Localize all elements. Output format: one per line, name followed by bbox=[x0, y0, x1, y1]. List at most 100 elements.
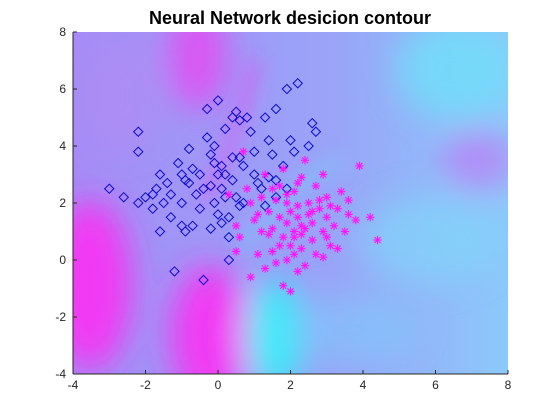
class-b-asterisk-point bbox=[271, 195, 281, 205]
class-b-asterisk-point bbox=[289, 187, 299, 196]
class-a-diamond-point bbox=[310, 126, 322, 138]
x-tick-label: 4 bbox=[360, 378, 367, 392]
class-b-asterisk-point bbox=[311, 250, 321, 259]
class-a-diamond-point bbox=[151, 183, 162, 195]
class-b-asterisk-point bbox=[311, 181, 321, 191]
y-tick-label: 2 bbox=[59, 196, 66, 210]
class-a-diamond-point bbox=[234, 115, 246, 126]
class-b-asterisk-point bbox=[246, 198, 255, 208]
class-b-asterisk-point bbox=[300, 261, 310, 270]
class-a-diamond-point bbox=[154, 226, 166, 237]
class-a-diamond-point bbox=[259, 112, 271, 123]
class-a-diamond-point bbox=[270, 174, 282, 186]
class-a-diamond-point bbox=[230, 191, 242, 203]
class-b-asterisk-point bbox=[293, 213, 302, 222]
class-b-asterisk-point bbox=[322, 213, 331, 222]
class-a-diamond-point bbox=[158, 197, 169, 209]
class-b-asterisk-point bbox=[286, 241, 295, 250]
class-b-asterisk-point bbox=[257, 193, 266, 202]
y-ticks: -4 -2 0 2 4 6 8 bbox=[55, 25, 77, 381]
class-a-diamond-point bbox=[219, 169, 231, 180]
class-b-asterisk-point bbox=[318, 227, 328, 236]
class-b-asterisk-point bbox=[289, 233, 299, 242]
class-a-diamond-point bbox=[205, 223, 217, 234]
class-b-asterisk-point bbox=[293, 178, 302, 188]
class-a-diamond-point bbox=[219, 123, 231, 135]
class-a-diamond-point bbox=[223, 231, 235, 243]
class-a-diamond-point bbox=[259, 200, 271, 212]
class-b-asterisk-point bbox=[308, 218, 317, 228]
y-tick-label: -4 bbox=[55, 367, 66, 381]
class-a-diamond-point bbox=[194, 203, 206, 215]
class-b-asterisk-point bbox=[300, 224, 310, 233]
class-a-diamond-point bbox=[234, 200, 246, 212]
class-a-diamond-point bbox=[212, 95, 224, 106]
class-a-diamond-point bbox=[248, 146, 260, 158]
class-a-diamond-point bbox=[190, 189, 202, 200]
class-b-asterisk-point bbox=[246, 272, 255, 282]
class-a-diamond-point bbox=[227, 152, 238, 163]
class-b-asterisk-point bbox=[253, 250, 263, 259]
class-b-asterisk-point bbox=[308, 235, 317, 245]
y-tick-label: 8 bbox=[59, 25, 66, 39]
class-a-diamond-point bbox=[212, 209, 224, 220]
class-a-diamond-point bbox=[238, 197, 249, 209]
scatter-markers bbox=[103, 77, 382, 296]
class-a-diamond-point bbox=[209, 157, 220, 169]
class-a-diamond-point bbox=[205, 180, 217, 192]
class-b-asterisk-point bbox=[300, 156, 310, 165]
class-b-asterisk-point bbox=[337, 187, 346, 196]
y-tick-label: 4 bbox=[59, 139, 66, 153]
class-b-asterisk-point bbox=[326, 241, 335, 250]
class-a-diamond-point bbox=[212, 169, 224, 180]
class-b-asterisk-point bbox=[279, 281, 288, 290]
class-b-asterisk-point bbox=[333, 204, 342, 213]
class-b-asterisk-point bbox=[293, 267, 302, 276]
class-a-diamond-point bbox=[223, 254, 235, 266]
y-tick-label: 0 bbox=[59, 253, 66, 267]
class-a-diamond-point bbox=[183, 177, 195, 189]
class-a-diamond-point bbox=[238, 160, 249, 172]
class-a-diamond-point bbox=[303, 140, 314, 152]
class-b-asterisk-point bbox=[297, 173, 306, 182]
x-tick-label: 8 bbox=[505, 378, 512, 392]
contour-background bbox=[73, 32, 508, 374]
class-b-asterisk-point bbox=[231, 221, 241, 230]
class-b-asterisk-point bbox=[322, 193, 331, 202]
class-a-diamond-point bbox=[241, 112, 253, 123]
class-b-asterisk-point bbox=[286, 287, 295, 296]
class-b-asterisk-point bbox=[239, 147, 248, 156]
x-tick-label: 6 bbox=[432, 378, 439, 392]
class-a-diamond-point bbox=[230, 106, 242, 118]
class-a-diamond-point bbox=[288, 146, 300, 158]
class-b-asterisk-point bbox=[279, 233, 288, 242]
class-a-diamond-point bbox=[187, 220, 198, 232]
class-b-asterisk-point bbox=[351, 215, 360, 225]
class-b-asterisk-point bbox=[253, 210, 263, 219]
class-b-asterisk-point bbox=[355, 161, 364, 171]
class-b-asterisk-point bbox=[315, 204, 324, 213]
class-b-asterisk-point bbox=[326, 201, 335, 211]
class-b-asterisk-point bbox=[304, 198, 313, 208]
class-a-diamond-point bbox=[267, 149, 278, 160]
class-a-diamond-point bbox=[209, 197, 220, 209]
x-tick-label: -2 bbox=[140, 378, 151, 392]
class-b-asterisk-point bbox=[293, 201, 302, 211]
class-a-diamond-point bbox=[245, 126, 256, 138]
class-b-asterisk-point bbox=[318, 170, 328, 179]
class-b-asterisk-point bbox=[318, 252, 328, 262]
class-a-diamond-point bbox=[165, 189, 177, 200]
class-b-asterisk-point bbox=[282, 255, 292, 265]
class-a-diamond-point bbox=[172, 157, 184, 169]
class-a-diamond-point bbox=[140, 191, 151, 203]
class-b-asterisk-point bbox=[344, 210, 353, 219]
class-a-diamond-point bbox=[306, 117, 318, 129]
x-tick-label: 2 bbox=[287, 378, 294, 392]
class-a-diamond-point bbox=[194, 169, 206, 180]
class-b-asterisk-point bbox=[329, 221, 339, 230]
class-b-asterisk-point bbox=[286, 207, 295, 216]
class-a-diamond-point bbox=[285, 134, 296, 146]
class-a-diamond-point bbox=[223, 211, 235, 223]
class-a-diamond-point bbox=[165, 211, 177, 223]
